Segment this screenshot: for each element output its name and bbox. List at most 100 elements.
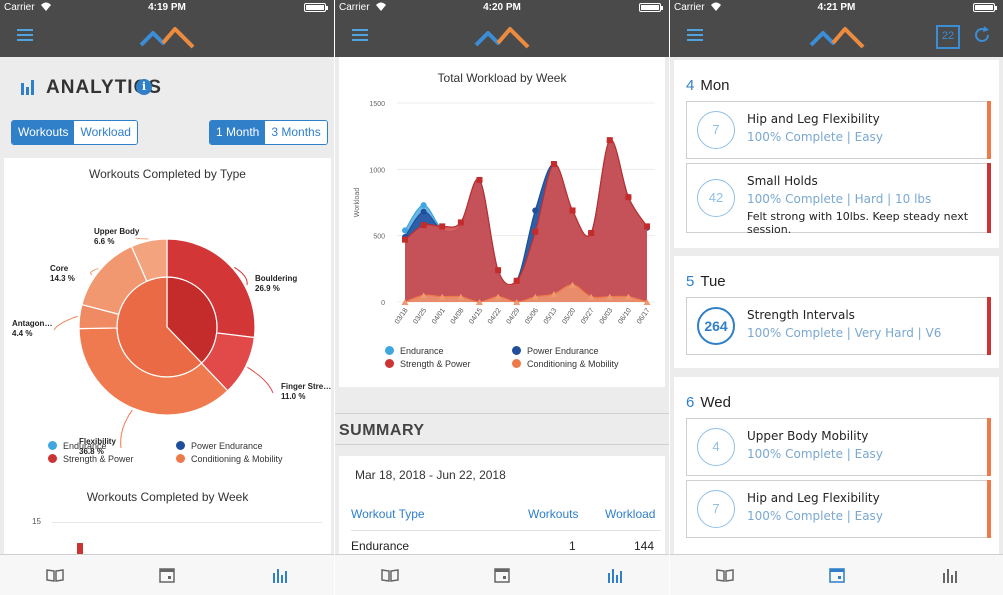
workout-note: Felt strong with 10lbs. Keep steady next… xyxy=(747,210,969,236)
analytics-header: ANALYTICS i Workouts Workload 1 Month 3 … xyxy=(0,57,334,155)
tab-calendar-icon[interactable] xyxy=(493,566,511,584)
refresh-icon[interactable] xyxy=(972,25,992,45)
area-point xyxy=(495,267,502,274)
area-point xyxy=(513,277,520,284)
pie-slice-percent: 26.9 % xyxy=(255,284,280,293)
row-type: Endurance xyxy=(351,539,410,553)
workout-name: Small Holds xyxy=(747,174,818,188)
workload-chart-card: Total Workload by Week 0 500 1000 1500 Workl… xyxy=(339,57,665,387)
app-logo xyxy=(474,27,530,49)
status-bar: Carrier 4:20 PM xyxy=(335,0,669,15)
segment-1-month[interactable]: 1 Month xyxy=(210,121,266,144)
week-chart-title: Workouts Completed by Week xyxy=(86,490,249,504)
pie-slice-percent: 36.8 % xyxy=(79,447,104,456)
info-icon[interactable]: i xyxy=(136,79,152,95)
screen-divider xyxy=(669,0,670,595)
legend-power-endurance: Power Endurance xyxy=(176,441,263,451)
area-y-tick: 0 xyxy=(381,300,385,307)
area-point xyxy=(569,207,576,214)
pie-chart-title: Workouts Completed by Type xyxy=(89,167,246,181)
area-point xyxy=(513,299,521,305)
tab-bar xyxy=(335,554,669,595)
battery-icon xyxy=(973,3,997,12)
area-x-tick: 06/10 xyxy=(617,307,633,325)
pie-slice-percent: 14.3 % xyxy=(50,274,75,283)
area-x-tick: 04/22 xyxy=(487,307,503,325)
area-point xyxy=(587,293,595,300)
area-point xyxy=(643,299,651,305)
area-y-tick: 500 xyxy=(373,234,385,241)
summary-title: SUMMARY xyxy=(339,422,425,439)
pie-leader-line xyxy=(247,366,274,394)
area-x-tick: 06/17 xyxy=(636,307,652,325)
area-point xyxy=(438,293,446,300)
area-point xyxy=(606,293,614,300)
tab-calendar-icon[interactable] xyxy=(828,566,846,584)
tab-book-icon[interactable] xyxy=(46,566,64,584)
area-series-fill xyxy=(405,284,647,302)
col-header-workload: Workload xyxy=(605,507,656,521)
workout-item[interactable]: 7 Hip and Leg Flexibility 100% Complete … xyxy=(686,101,991,159)
tab-analytics-icon[interactable] xyxy=(271,566,289,584)
area-point xyxy=(457,219,464,226)
workout-meta: 100% Complete | Easy xyxy=(747,509,883,523)
area-point xyxy=(569,281,577,288)
analytics-screen: Carrier 4:19 PM ANALYTICS i Workouts Wor… xyxy=(0,0,334,595)
metric-segmented-control: Workouts Workload xyxy=(11,120,138,145)
area-point xyxy=(402,227,408,234)
week-chart-bar xyxy=(77,543,83,554)
menu-icon[interactable] xyxy=(17,29,33,42)
wifi-icon xyxy=(375,1,387,15)
pie-slice-label: Finger Stre… xyxy=(281,382,331,391)
tab-calendar-icon[interactable] xyxy=(158,566,176,584)
menu-icon[interactable] xyxy=(687,29,703,42)
wifi-icon xyxy=(40,1,52,15)
workout-item[interactable]: 264 Strength Intervals 100% Complete | V… xyxy=(686,297,991,355)
day-label: 6 Wed xyxy=(686,394,731,411)
day-card-tue: 5 Tue 264 Strength Intervals 100% Complet… xyxy=(674,256,999,368)
row-workload: 144 xyxy=(634,539,655,553)
workload-circle: 7 xyxy=(697,111,735,149)
app-logo xyxy=(139,27,195,49)
workout-item[interactable]: 7 Hip and Leg Flexibility 100% Complete … xyxy=(686,480,991,538)
area-point xyxy=(420,202,427,209)
area-legend: Endurance Power Endurance Strength & Pow… xyxy=(385,346,665,376)
today-calendar-button[interactable]: 22 xyxy=(936,25,960,49)
area-x-tick: 06/03 xyxy=(599,307,615,325)
legend-strength-power: Strength & Power xyxy=(385,359,471,369)
legend-conditioning: Conditioning & Mobility xyxy=(512,359,619,369)
workload-circle: 7 xyxy=(697,490,735,528)
tab-book-icon[interactable] xyxy=(381,566,399,584)
segment-workouts[interactable]: Workouts xyxy=(12,121,75,144)
tab-analytics-icon[interactable] xyxy=(606,566,624,584)
tab-book-icon[interactable] xyxy=(716,566,734,584)
summary-card: Mar 18, 2018 - Jun 22, 2018 Workout Type… xyxy=(339,456,665,556)
legend-conditioning: Conditioning & Mobility xyxy=(176,454,283,464)
pie-slice-label: Core xyxy=(50,264,69,273)
segment-workload[interactable]: Workload xyxy=(74,121,137,144)
battery-icon xyxy=(304,3,328,12)
day-label: 5 Tue xyxy=(686,273,726,290)
tab-analytics-icon[interactable] xyxy=(941,566,959,584)
workout-item[interactable]: 42 Small Holds 100% Complete | Hard | 10… xyxy=(686,163,991,236)
category-bar xyxy=(987,480,991,538)
area-x-tick: 04/15 xyxy=(468,307,484,325)
segment-3-months[interactable]: 3 Months xyxy=(265,121,327,144)
app-logo xyxy=(809,27,864,49)
area-point xyxy=(625,194,632,201)
week-chart-tick: 15 xyxy=(32,517,41,526)
workout-meta: 100% Complete | Easy xyxy=(747,447,883,461)
pie-legend: Endurance Power Endurance Strength & Pow… xyxy=(48,441,328,471)
status-bar: Carrier 4:19 PM xyxy=(0,0,334,15)
workload-circle: 4 xyxy=(697,428,735,466)
category-bar xyxy=(987,101,991,159)
area-x-tick: 05/06 xyxy=(524,307,540,325)
menu-icon[interactable] xyxy=(352,29,368,42)
workout-name: Hip and Leg Flexibility xyxy=(747,112,880,126)
area-point xyxy=(457,293,465,300)
workout-item[interactable]: 4 Upper Body Mobility 100% Complete | Ea… xyxy=(686,418,991,476)
category-bar xyxy=(987,163,991,233)
carrier-label: Carrier xyxy=(674,2,705,13)
area-x-tick: 05/20 xyxy=(561,307,577,325)
